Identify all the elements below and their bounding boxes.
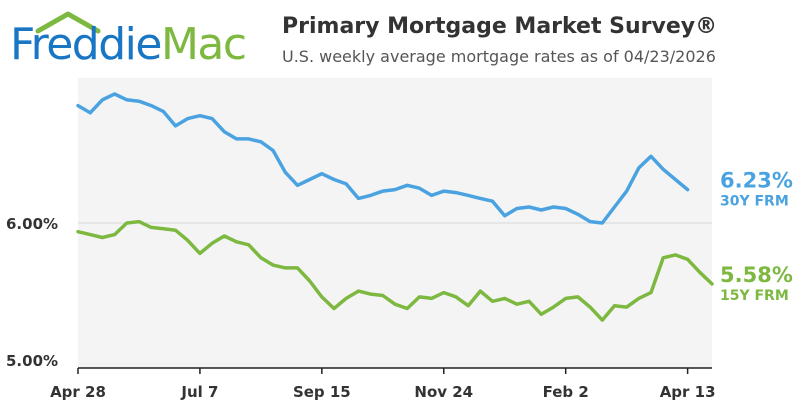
y-tick-label: 6.00% <box>6 215 58 233</box>
chart-subtitle: U.S. weekly average mortgage rates as of… <box>282 47 716 66</box>
chart-title: Primary Mortgage Market Survey® <box>282 14 718 39</box>
series-name-label: 15Y FRM <box>720 288 789 304</box>
x-tick-label: Sep 15 <box>293 383 351 401</box>
series-name-label: 30Y FRM <box>720 194 789 210</box>
logo-word-freddie: Freddie <box>10 19 162 70</box>
x-tick-label: Nov 24 <box>414 383 473 401</box>
freddie-mac-logo: FreddieMac <box>10 10 260 72</box>
x-tick-label: Jul 7 <box>180 383 218 401</box>
series-line-30y-frm <box>76 92 690 225</box>
series-end-value: 5.58% <box>720 263 793 287</box>
y-tick-label: 5.00% <box>6 352 58 370</box>
logo-word-mac: Mac <box>160 19 247 70</box>
x-tick-label: Apr 28 <box>50 383 106 401</box>
x-tick-label: Feb 2 <box>543 383 589 401</box>
x-tick-label: Apr 13 <box>660 383 716 401</box>
logo-wordmark: FreddieMac <box>10 14 247 76</box>
series-line-15y-frm <box>76 219 714 322</box>
house-roof-icon <box>35 11 101 34</box>
series-end-value: 6.23% <box>720 169 793 193</box>
